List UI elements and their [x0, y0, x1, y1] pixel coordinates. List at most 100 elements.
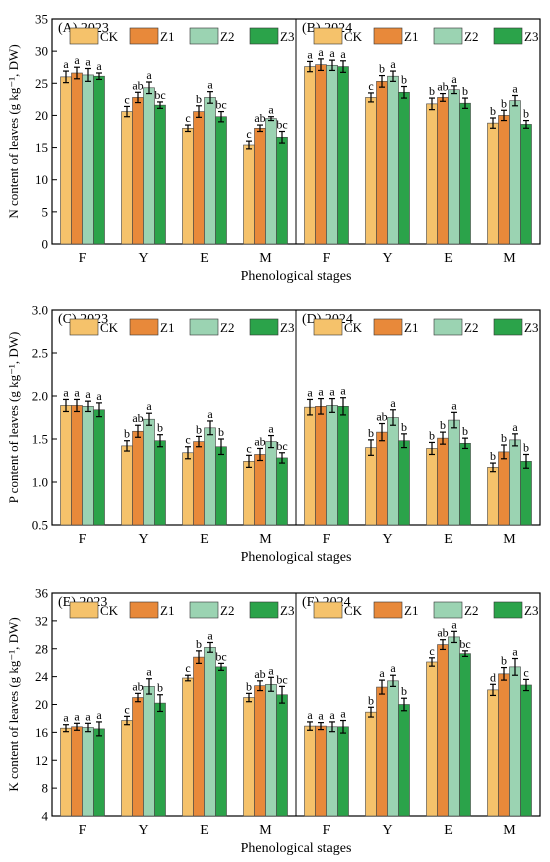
legend-swatch-z1	[373, 27, 403, 45]
significance-letter: a	[451, 617, 457, 631]
significance-letter: a	[307, 385, 313, 399]
x-tick-label: E	[200, 251, 209, 266]
bar-z1	[193, 111, 205, 245]
bar-z2	[82, 74, 94, 245]
legend-swatch-ck	[69, 27, 99, 45]
bar-z1	[498, 451, 510, 526]
significance-letter: b	[490, 449, 496, 463]
x-tick-label: E	[200, 532, 209, 547]
x-tick-label: F	[79, 251, 87, 266]
bar-ck	[121, 720, 133, 817]
significance-letter: bc	[276, 439, 287, 453]
legend-label-z3: Z3	[524, 29, 538, 44]
bar-z2	[509, 439, 521, 526]
x-tick-label: E	[444, 532, 453, 547]
significance-letter: c	[429, 644, 434, 658]
x-tick-label: F	[323, 532, 331, 547]
significance-letter: b	[401, 420, 407, 434]
significance-letter: ab	[254, 667, 265, 681]
legend-label-z2: Z2	[220, 603, 234, 618]
bar-z2	[387, 75, 399, 245]
bar-z3	[215, 446, 227, 526]
bar-z1	[71, 405, 83, 526]
x-tick-label: M	[259, 532, 272, 547]
significance-letter: c	[246, 441, 251, 455]
legend-label-z2: Z2	[464, 29, 478, 44]
significance-letter: b	[246, 679, 252, 693]
y-tick-label: 5	[42, 204, 49, 219]
y-tick-label: 28	[35, 641, 48, 656]
bar-z3	[215, 666, 227, 817]
bar-z1	[315, 406, 327, 526]
bar-z1	[132, 430, 144, 526]
bar-ck	[487, 122, 499, 245]
bar-z2	[143, 686, 155, 817]
legend-swatch-ck	[313, 601, 343, 619]
bar-z3	[459, 653, 471, 817]
bar-z1	[71, 726, 83, 817]
x-tick-label: E	[444, 251, 453, 266]
legend-label-z3: Z3	[280, 29, 294, 44]
significance-letter: d	[490, 670, 496, 684]
bar-z3	[276, 136, 288, 245]
bar-z2	[204, 647, 216, 817]
significance-letter: ab	[437, 626, 448, 640]
bar-ck	[121, 111, 133, 245]
significance-letter: a	[74, 53, 80, 67]
legend-swatch-z2	[433, 27, 463, 45]
significance-letter: b	[196, 637, 202, 651]
bar-z2	[204, 427, 216, 526]
x-tick-label: F	[323, 251, 331, 266]
significance-letter: a	[63, 57, 69, 71]
legend-swatch-z3	[493, 601, 523, 619]
x-tick-label: Y	[382, 823, 392, 838]
legend-swatch-z2	[189, 318, 219, 336]
x-tick-label: M	[503, 823, 516, 838]
bar-z3	[93, 409, 105, 526]
significance-letter: b	[501, 96, 507, 110]
y-tick-label: 25	[35, 76, 48, 91]
bar-ck	[304, 725, 316, 817]
bar-z2	[509, 666, 521, 817]
bar-z1	[498, 115, 510, 245]
significance-letter: a	[96, 708, 102, 722]
chart-3: 4 8 12 16 20 24 28 32 36 K content of leaves (g k…	[6, 586, 541, 856]
significance-letter: c	[185, 661, 190, 675]
significance-letter: a	[207, 628, 213, 642]
bar-z2	[143, 418, 155, 526]
bar-ck	[426, 448, 438, 526]
bar-z2	[448, 636, 460, 817]
y-tick-label: 2.0	[32, 389, 48, 404]
chart-2: 0.5 1.0 1.5 2.0 2.5 3.0 P content of leaves (g…	[6, 303, 541, 565]
x-tick-label: Y	[138, 251, 148, 266]
significance-letter: b	[401, 73, 407, 87]
bar-z2	[387, 680, 399, 817]
bar-z1	[315, 725, 327, 817]
significance-letter: a	[340, 707, 346, 721]
panel-f: (F) 2024CKZ1Z2Z3FaaaaYbaabEcababcMdbac	[302, 595, 538, 838]
significance-letter: ab	[132, 78, 143, 92]
legend-swatch-z1	[373, 318, 403, 336]
bar-z3	[337, 66, 349, 245]
legend-label-z1: Z1	[160, 29, 174, 44]
bar-z3	[520, 461, 532, 526]
bar-z1	[132, 97, 144, 245]
significance-letter: c	[185, 111, 190, 125]
x-axis-label: Phenological stages	[241, 269, 352, 284]
legend-label-z1: Z1	[404, 603, 418, 618]
significance-letter: b	[429, 84, 435, 98]
significance-letter: a	[85, 387, 91, 401]
significance-letter: ab	[132, 411, 143, 425]
significance-letter: a	[340, 47, 346, 61]
significance-letter: b	[440, 418, 446, 432]
legend-swatch-z2	[189, 601, 219, 619]
bar-z2	[448, 419, 460, 526]
bar-z1	[71, 72, 83, 245]
y-tick-label: 1.5	[32, 432, 48, 447]
bar-z3	[520, 684, 532, 817]
significance-letter: a	[63, 385, 69, 399]
bar-z3	[93, 728, 105, 817]
x-axis-label: Phenological stages	[241, 550, 352, 565]
x-tick-label: M	[503, 251, 516, 266]
bar-z3	[93, 75, 105, 245]
